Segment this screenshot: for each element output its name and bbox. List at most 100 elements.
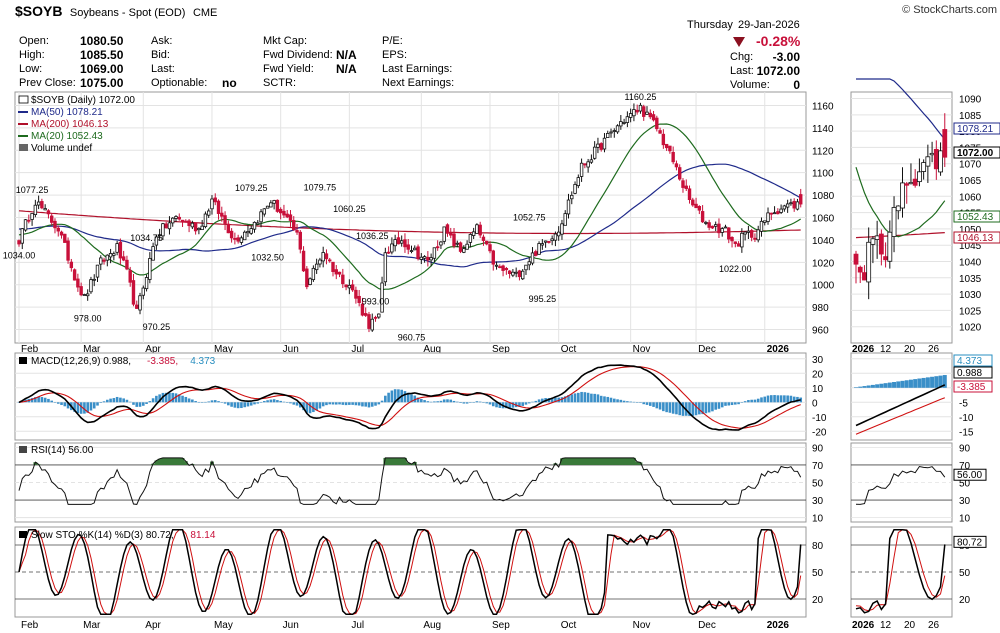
macd-hist-bar (390, 390, 394, 403)
macd-hist-bar (455, 401, 459, 403)
candle-body (144, 277, 149, 290)
zoom-candle-body (866, 241, 872, 283)
macd-hist-bar (76, 402, 80, 413)
zoom-y-tick: 1020 (959, 323, 982, 334)
candle-body (360, 303, 365, 316)
candle-body (540, 243, 545, 246)
macd-hist-bar (750, 399, 753, 403)
candle-body (220, 212, 224, 217)
macd-hist-bar (174, 393, 178, 403)
candle-body (265, 205, 270, 209)
macd-hist-bar (321, 402, 325, 407)
candle-body (547, 240, 551, 243)
zoom-candle-body (857, 266, 863, 273)
quote-field-label: Ask: (151, 35, 173, 47)
candle-body (681, 180, 685, 188)
sto-legend-icon (19, 531, 27, 538)
candle-body (619, 121, 623, 127)
zoom-macd-hist-bar (930, 376, 935, 388)
macd-hist-bar (658, 402, 662, 410)
zoom-candle-body (900, 182, 905, 209)
candle-body (671, 151, 675, 163)
candle-body (324, 253, 329, 260)
macd-hist-bar (370, 402, 374, 407)
quote-field-value: N/A (336, 62, 357, 76)
macd-hist-bar (580, 391, 583, 403)
macd-hist-bar (145, 402, 148, 404)
macd-value-tag-text: -3.385 (957, 382, 986, 393)
macd-hist-bar (213, 400, 217, 403)
macd-hist-bar (194, 401, 197, 403)
macd-hist-bar (701, 402, 704, 415)
candle-body (393, 239, 397, 247)
zoom-candle-body (929, 152, 935, 156)
zoom-macd-hist-bar (908, 379, 913, 388)
candle-body (550, 238, 554, 242)
candle-body (717, 223, 721, 234)
macd-hist-bar (743, 401, 747, 403)
macd-hist-bar (694, 402, 698, 416)
candle-body (763, 220, 767, 223)
zoom-macd-hist-bar (925, 377, 930, 388)
zoom-macd-hist-bar (887, 382, 892, 388)
candle-body (583, 163, 587, 166)
zoom-macd-hist-bar (938, 375, 943, 388)
candle-body (373, 316, 378, 319)
zoom-y-tick: 1035 (959, 274, 982, 285)
copyright: © StockCharts.com (902, 4, 997, 16)
candle-body (782, 205, 787, 210)
candle-body (275, 199, 280, 212)
candle-body (733, 241, 738, 244)
candle-body (328, 259, 332, 262)
x-month-label: Aug (423, 344, 441, 355)
price-annotation: 1060.25 (333, 204, 366, 214)
candle-body (422, 256, 427, 259)
ma-value-tag (953, 210, 1000, 223)
macd-hist-bar (210, 400, 214, 403)
price-y-tick: 1080 (812, 191, 835, 202)
ma-value-tag-text: 1046.13 (957, 233, 994, 244)
price-annotation: 1034.00 (3, 251, 36, 261)
macd-hist-bar (177, 394, 181, 403)
macd-hist-bar (635, 402, 639, 403)
macd-hist-bar (626, 401, 629, 403)
zoom-y-tick: 1060 (959, 192, 982, 203)
zoom-candle-body (870, 238, 876, 245)
macd-hist-bar (446, 399, 449, 403)
candle-body (628, 113, 633, 118)
candle-body (36, 201, 41, 206)
macd-hist-bar (17, 402, 21, 403)
price-annotation: 1032.50 (251, 252, 284, 262)
macd-hist-bar (207, 401, 211, 403)
quote-field-label: SCTR: (263, 77, 296, 89)
candle-body (399, 240, 404, 244)
chg-value: -3.00 (772, 50, 800, 64)
x-month-label: Sep (492, 344, 510, 355)
macd-hist-bar (606, 396, 610, 403)
candle-body (645, 111, 649, 115)
macd-hist-bar (655, 402, 659, 409)
macd-hist-bar (37, 396, 40, 403)
candle-body (367, 314, 371, 329)
candle-body (128, 270, 132, 283)
zoom-candle-body (895, 205, 901, 212)
candle-body (180, 219, 185, 223)
candle-body (108, 253, 113, 258)
macd-hist-bar (86, 402, 89, 413)
macd-hist-bar (34, 397, 37, 403)
zoom-y-tick: 1070 (959, 160, 982, 171)
zoom-macd-y-tick: -15 (959, 427, 974, 438)
macd-hist-bar (560, 397, 564, 403)
candle-body (570, 194, 574, 200)
ma-value-tag-text: 1078.21 (957, 124, 994, 135)
candle-body (426, 256, 430, 261)
candle-body (527, 261, 531, 266)
macd-hist-bar (60, 402, 63, 405)
quote-field-label: Low: (19, 63, 43, 75)
macd-hist-bar (688, 402, 691, 416)
quote-field-label: P/E: (382, 35, 403, 47)
macd-hist-bar (338, 402, 341, 405)
candle-body (66, 240, 70, 261)
